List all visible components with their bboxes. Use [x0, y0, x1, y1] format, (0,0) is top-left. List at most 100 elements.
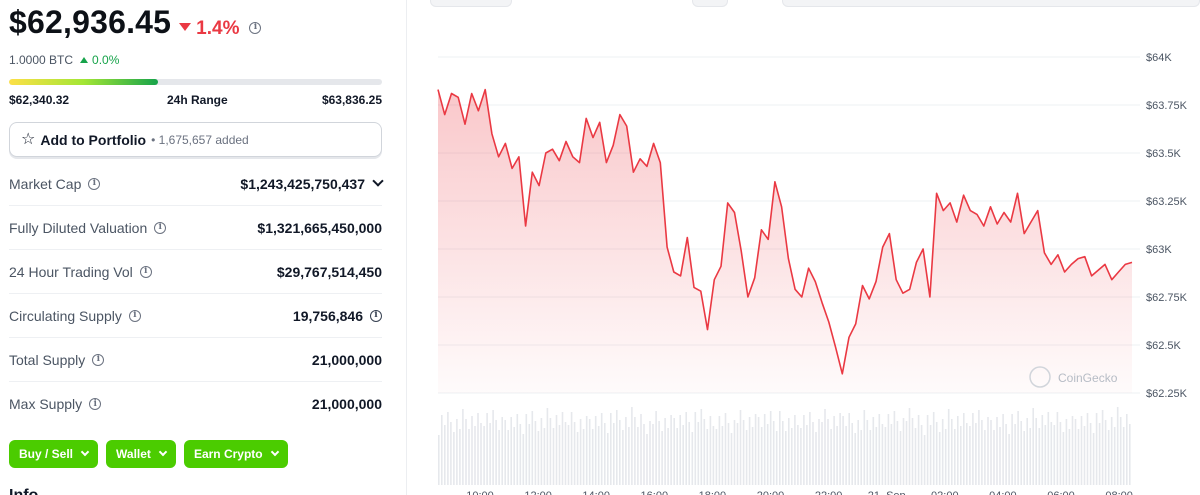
volume-bar — [679, 415, 681, 485]
volume-bar — [893, 411, 896, 485]
volume-bar — [751, 427, 754, 485]
info-section-heading: Info — [9, 487, 38, 495]
volume-bar — [549, 418, 552, 485]
x-tick-label: 04:00 — [989, 490, 1017, 495]
stat-label-text: Max Supply — [9, 396, 83, 412]
volume-bar — [1005, 424, 1007, 485]
x-tick-label: 18:00 — [699, 490, 727, 495]
volume-bar — [827, 419, 829, 485]
wallet-label: Wallet — [116, 447, 151, 461]
volume-bar — [507, 430, 509, 485]
y-tick-label: $64K — [1146, 52, 1172, 64]
info-icon[interactable]: i — [154, 221, 167, 234]
info-icon[interactable]: i — [128, 309, 141, 322]
y-tick-label: $62.75K — [1146, 292, 1188, 304]
up-triangle-icon — [80, 57, 89, 63]
volume-bar — [957, 416, 959, 485]
stat-value-text: 19,756,846 — [292, 307, 363, 324]
volume-bar — [1083, 426, 1086, 485]
volume-bar — [564, 422, 567, 485]
x-tick-label: 06:00 — [1047, 490, 1075, 495]
x-tick-label: 21. Sep — [868, 490, 906, 495]
stat-value[interactable]: $1,243,425,750,437 — [240, 174, 384, 192]
volume-bar — [582, 429, 585, 485]
volume-bar — [567, 425, 570, 485]
stat-label: Fully Diluted Valuation i — [9, 220, 167, 236]
volume-bar — [760, 427, 763, 485]
add-to-portfolio-button[interactable]: ☆ Add to Portfolio • 1,675,657 added — [9, 122, 382, 157]
volume-bar — [628, 427, 630, 485]
action-buttons: Buy / Sell Wallet Earn Crypto — [9, 440, 288, 468]
range-low: $62,340.32 — [9, 93, 70, 107]
volume-bar — [842, 416, 844, 485]
volume-bar — [917, 415, 920, 485]
stat-label-text: Market Cap — [9, 175, 82, 192]
wallet-button[interactable]: Wallet — [106, 440, 176, 468]
stat-label: Circulating Supply i — [9, 308, 141, 324]
volume-bar — [794, 415, 796, 485]
down-triangle-icon — [179, 23, 192, 31]
volume-bar — [812, 422, 814, 485]
info-icon[interactable]: i — [89, 398, 102, 410]
info-icon[interactable]: i — [92, 353, 105, 366]
volume-bar — [733, 420, 736, 485]
volume-bar — [622, 430, 624, 485]
volume-bar — [625, 417, 627, 485]
info-icon[interactable]: i — [88, 177, 101, 190]
price-row: $62,936.45 1.4% i — [9, 4, 262, 41]
price-area-fill — [438, 89, 1132, 393]
info-icon[interactable]: i — [249, 21, 262, 34]
volume-bar — [902, 418, 905, 485]
volume-bar — [872, 417, 875, 485]
volume-bar — [585, 416, 588, 485]
info-icon[interactable]: i — [370, 309, 382, 322]
volume-bar — [492, 410, 494, 485]
volume-bar — [803, 415, 805, 485]
volume-bar — [1008, 434, 1010, 485]
volume-bar — [561, 412, 564, 485]
buy-sell-button[interactable]: Buy / Sell — [9, 440, 99, 468]
volume-bar — [920, 425, 923, 485]
volume-bar — [667, 428, 669, 485]
chevron-down-icon — [158, 447, 168, 457]
volume-bar — [706, 429, 709, 485]
volume-bar — [468, 429, 470, 485]
volume-bar — [951, 419, 953, 485]
volume-bar — [655, 411, 657, 485]
earn-crypto-label: Earn Crypto — [193, 447, 263, 461]
volume-bar — [591, 429, 594, 485]
earn-crypto-button[interactable]: Earn Crypto — [183, 440, 288, 468]
x-tick-label: 12:00 — [524, 490, 552, 495]
volume-bar — [525, 414, 528, 485]
volume-bar — [854, 433, 856, 485]
info-icon[interactable]: i — [139, 265, 152, 278]
volume-bar — [914, 428, 917, 485]
volume-bar — [1110, 417, 1113, 485]
chevron-down-icon[interactable] — [372, 174, 384, 187]
volume-bar — [851, 423, 853, 485]
volume-bar — [531, 411, 534, 485]
volume-bar — [462, 409, 464, 485]
volume-bar — [1080, 416, 1083, 485]
volume-bar — [863, 410, 866, 485]
volume-bar — [1086, 413, 1089, 485]
volume-bar — [673, 418, 675, 485]
volume-bar — [836, 426, 838, 485]
volume-bar — [736, 423, 739, 485]
volume-bar — [800, 428, 802, 485]
volume-bar — [1059, 422, 1062, 485]
volume-bar — [754, 414, 757, 485]
volume-bar — [785, 431, 787, 485]
volume-bar — [616, 410, 618, 485]
volume-bar — [963, 413, 965, 485]
volume-bar — [552, 428, 555, 485]
volume-bar — [1020, 421, 1022, 485]
volume-bar — [1011, 414, 1013, 485]
stat-value-text: $1,321,665,450,000 — [257, 219, 382, 236]
volume-bar — [1056, 412, 1059, 485]
volume-bar — [779, 411, 781, 485]
price-chart-svg[interactable]: $64K $63.75K $63.5K $63.25K $63K $62.75K $62.5… — [420, 0, 1200, 495]
volume-bar — [495, 420, 497, 485]
price-chart[interactable]: $64K $63.75K $63.5K $63.25K $63K $62.75K $62.5… — [420, 0, 1200, 495]
volume-bar — [712, 426, 715, 485]
